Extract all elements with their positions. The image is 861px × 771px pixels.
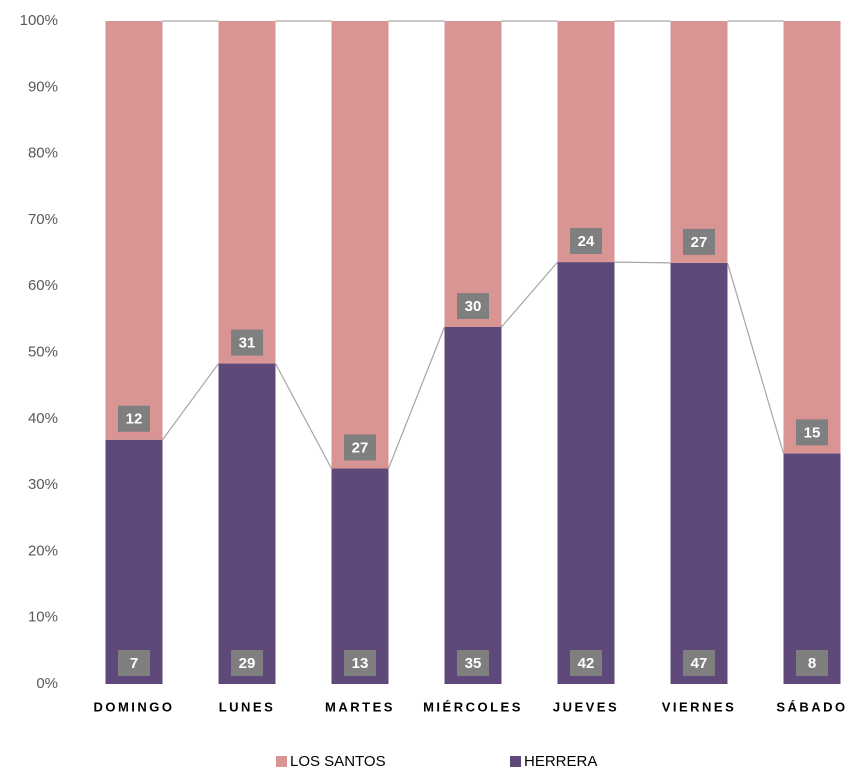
bar-segment — [105, 21, 163, 440]
data-label: 27 — [352, 439, 369, 456]
data-label: 29 — [239, 655, 256, 672]
y-tick-label: 0% — [36, 675, 58, 692]
data-label-box — [570, 228, 602, 255]
y-tick-label: 20% — [28, 542, 58, 559]
x-tick-label: MIÉRCOLES — [423, 699, 523, 714]
bar-segment — [331, 21, 389, 469]
legend-swatch — [276, 756, 287, 767]
y-tick-label: 50% — [28, 343, 58, 360]
data-label: 15 — [804, 424, 821, 441]
y-tick-label: 60% — [28, 277, 58, 294]
bar-segment — [670, 21, 728, 263]
data-label-box — [457, 293, 489, 319]
data-label-box — [344, 650, 376, 676]
series-line — [501, 261, 558, 328]
bar-segment — [444, 21, 502, 327]
bar-segment — [218, 21, 276, 364]
data-label-box — [118, 405, 150, 432]
series-line — [162, 363, 219, 441]
bar-segment — [670, 262, 728, 684]
data-label-box — [796, 650, 828, 676]
x-tick-label: DOMINGO — [93, 699, 174, 714]
data-label: 47 — [691, 655, 708, 672]
data-label-box — [457, 650, 489, 676]
legend-label: LOS SANTOS — [290, 753, 386, 770]
data-label-box — [231, 650, 263, 676]
data-label: 42 — [578, 655, 595, 672]
bar-segment — [557, 21, 615, 263]
bar-segment — [331, 468, 389, 684]
bar-segment — [105, 439, 163, 684]
bar-segment — [444, 327, 502, 684]
data-label-box — [796, 419, 828, 446]
data-label: 24 — [578, 233, 595, 250]
data-label: 31 — [239, 335, 256, 352]
bar-segment — [557, 262, 615, 684]
bar-segment — [783, 453, 841, 684]
x-tick-label: VIERNES — [662, 699, 737, 714]
bar-segment — [218, 363, 276, 684]
legend-swatch — [510, 756, 521, 767]
x-tick-label: JUEVES — [553, 699, 619, 714]
data-label-box — [118, 650, 150, 676]
series-line — [614, 261, 671, 264]
y-tick-label: 80% — [28, 145, 58, 162]
series-line — [726, 262, 785, 454]
data-label: 8 — [808, 655, 816, 672]
data-label-box — [683, 228, 715, 255]
series-line — [387, 326, 446, 469]
y-tick-label: 40% — [28, 410, 58, 427]
legend-label: HERRERA — [524, 753, 597, 770]
data-label: 35 — [465, 655, 482, 672]
bar-segment — [783, 21, 841, 454]
data-label-box — [570, 650, 602, 676]
data-label-box — [683, 650, 715, 676]
y-tick-label: 30% — [28, 476, 58, 493]
series-line — [274, 363, 333, 469]
x-tick-label: LUNES — [219, 699, 276, 714]
data-label: 27 — [691, 234, 708, 251]
y-tick-label: 70% — [28, 211, 58, 228]
data-label: 12 — [126, 411, 143, 428]
data-label-box — [344, 434, 376, 461]
y-tick-label: 10% — [28, 609, 58, 626]
y-tick-label: 90% — [28, 78, 58, 95]
data-label: 7 — [130, 655, 138, 672]
x-tick-label: SÁBADO — [776, 699, 847, 714]
data-label-box — [231, 329, 263, 356]
x-tick-label: MARTES — [325, 699, 395, 714]
data-label: 13 — [352, 655, 369, 672]
y-tick-label: 100% — [20, 12, 58, 29]
data-label: 30 — [465, 298, 482, 315]
